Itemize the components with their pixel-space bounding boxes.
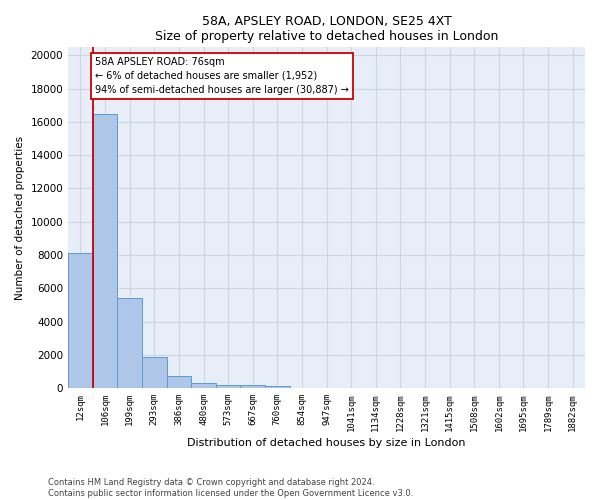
Bar bbox=[265, 386, 290, 388]
Text: 58A APSLEY ROAD: 76sqm
← 6% of detached houses are smaller (1,952)
94% of semi-d: 58A APSLEY ROAD: 76sqm ← 6% of detached … bbox=[95, 57, 349, 95]
Bar bbox=[241, 385, 265, 388]
X-axis label: Distribution of detached houses by size in London: Distribution of detached houses by size … bbox=[187, 438, 466, 448]
Bar bbox=[118, 298, 142, 388]
Bar bbox=[191, 382, 216, 388]
Bar bbox=[68, 254, 93, 388]
Bar bbox=[216, 384, 241, 388]
Bar bbox=[93, 114, 118, 388]
Y-axis label: Number of detached properties: Number of detached properties bbox=[15, 136, 25, 300]
Title: 58A, APSLEY ROAD, LONDON, SE25 4XT
Size of property relative to detached houses : 58A, APSLEY ROAD, LONDON, SE25 4XT Size … bbox=[155, 15, 498, 43]
Bar bbox=[167, 376, 191, 388]
Text: Contains HM Land Registry data © Crown copyright and database right 2024.
Contai: Contains HM Land Registry data © Crown c… bbox=[48, 478, 413, 498]
Bar bbox=[142, 358, 167, 388]
